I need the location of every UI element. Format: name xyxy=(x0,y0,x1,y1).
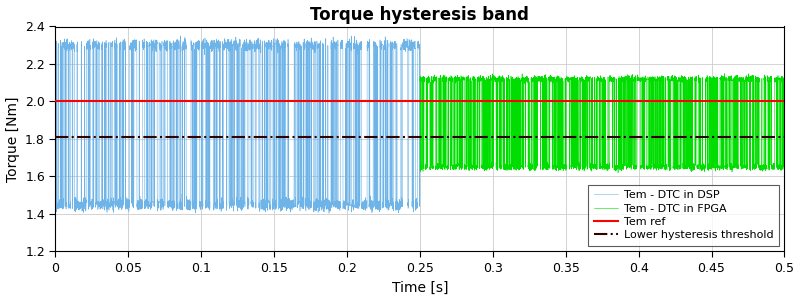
Tem - DTC in FPGA xyxy=(667,77,677,80)
Tem - DTC in FPGA xyxy=(591,163,601,166)
Tem - DTC in FPGA xyxy=(756,164,766,168)
Tem - DTC in FPGA xyxy=(780,75,790,79)
Tem - DTC in DSP xyxy=(391,200,401,204)
Tem - DTC in DSP xyxy=(379,39,389,42)
Tem - DTC in DSP xyxy=(389,205,398,208)
Legend: Tem - DTC in DSP, Tem - DTC in FPGA, Tem ref, Lower hysteresis threshold: Tem - DTC in DSP, Tem - DTC in FPGA, Tem… xyxy=(588,185,779,246)
Y-axis label: Torque [Nm]: Torque [Nm] xyxy=(6,96,19,182)
Line: Tem - DTC in FPGA: Tem - DTC in FPGA xyxy=(420,74,785,172)
Tem - DTC in DSP xyxy=(324,212,334,215)
Tem - DTC in DSP xyxy=(302,40,312,44)
Tem - DTC in FPGA xyxy=(720,72,730,75)
Tem - DTC in FPGA xyxy=(754,77,763,81)
Tem - DTC in DSP xyxy=(176,34,186,38)
Tem - DTC in DSP xyxy=(50,38,60,42)
Tem - DTC in FPGA xyxy=(486,161,496,165)
Tem - DTC in FPGA xyxy=(415,74,425,78)
Tem - DTC in FPGA xyxy=(614,171,623,174)
Tem - DTC in FPGA xyxy=(744,77,754,81)
Line: Tem - DTC in DSP: Tem - DTC in DSP xyxy=(55,36,420,213)
Title: Torque hysteresis band: Torque hysteresis band xyxy=(310,6,530,24)
Tem - DTC in DSP xyxy=(226,200,236,203)
Tem - DTC in DSP xyxy=(122,204,131,208)
Tem - DTC in DSP xyxy=(415,43,425,46)
X-axis label: Time [s]: Time [s] xyxy=(392,280,448,294)
